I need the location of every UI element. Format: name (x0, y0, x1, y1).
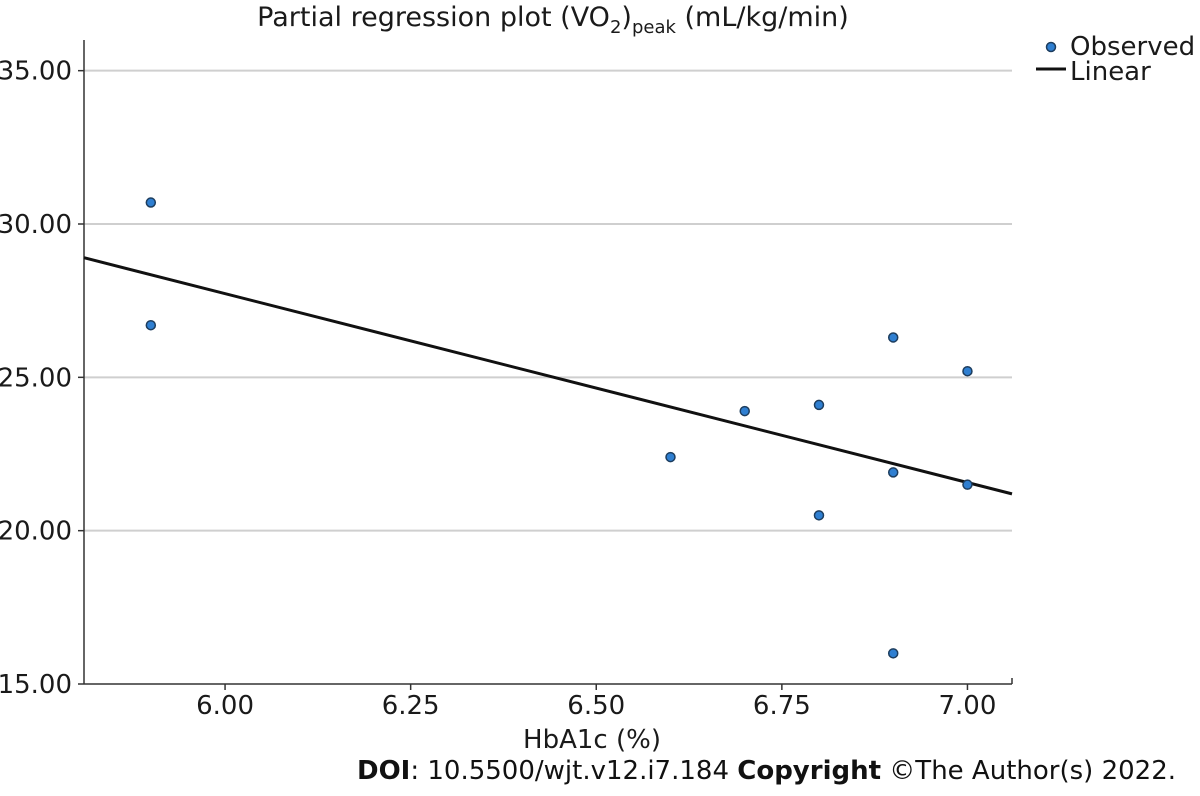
data-point-5 (813, 510, 825, 521)
x-tick-label-4: 7.00 (939, 691, 997, 721)
data-point-4 (813, 399, 825, 411)
legend-observed-label: Observed (1070, 32, 1195, 62)
doi-text: : 10.5500/wjt.v12.i7.184 (410, 756, 738, 786)
data-point-3 (739, 405, 750, 417)
legend-observed-marker (1045, 41, 1057, 53)
chart-title: Partial regression plot (VO2)peak (mL/kg… (257, 2, 849, 38)
legend-linear-label: Linear (1070, 57, 1151, 87)
figure-caption: DOI: 10.5500/wjt.v12.i7.184 Copyright ©T… (357, 756, 1176, 786)
y-tick-label-0: 15.00 (0, 670, 72, 700)
data-point-2 (665, 451, 676, 463)
linear-fit-line (83, 256, 1013, 496)
chart-title-suffix: (mL/kg/min) (676, 2, 849, 33)
data-point-7 (887, 467, 899, 478)
chart-title-subscript: 2 (610, 17, 621, 38)
copyright-label: Copyright (737, 756, 882, 786)
observed-points (145, 197, 973, 659)
doi-label: DOI (356, 756, 411, 786)
chart-title-closing-paren: ) (621, 2, 632, 33)
x-tick-label-2: 6.50 (567, 691, 625, 721)
chart-title-subscript-peak: peak (632, 17, 677, 38)
y-axis-ticks: 15.00 20.00 25.00 30.00 35.00 (0, 57, 84, 700)
y-tick-label-3: 30.00 (0, 210, 72, 240)
data-point-9 (962, 365, 973, 377)
x-tick-label-3: 6.75 (753, 691, 811, 721)
x-axis-label: HbA1c (%) (523, 725, 661, 755)
data-point-10 (962, 479, 973, 490)
x-tick-label-0: 6.00 (196, 691, 254, 721)
x-axis-ticks: 6.00 6.25 6.50 6.75 7.00 (196, 684, 996, 721)
copyright-text: ©The Author(s) 2022. (881, 756, 1176, 786)
y-tick-label-2: 25.00 (0, 363, 72, 393)
y-tick-label-1: 20.00 (0, 517, 72, 547)
x-tick-label-1: 6.25 (382, 691, 440, 721)
title: Partial regression plot (VO2)peak (mL/kg… (257, 2, 849, 38)
data-point-1 (145, 319, 157, 331)
gridlines (84, 69, 1012, 532)
chart-title-prefix: Partial regression plot (VO (257, 2, 610, 33)
regression-line (83, 256, 1013, 496)
data-point-8 (887, 648, 899, 659)
data-point-0 (145, 197, 157, 208)
data-point-6 (887, 332, 899, 343)
axes (83, 40, 1013, 685)
y-tick-label-4: 35.00 (0, 57, 72, 87)
